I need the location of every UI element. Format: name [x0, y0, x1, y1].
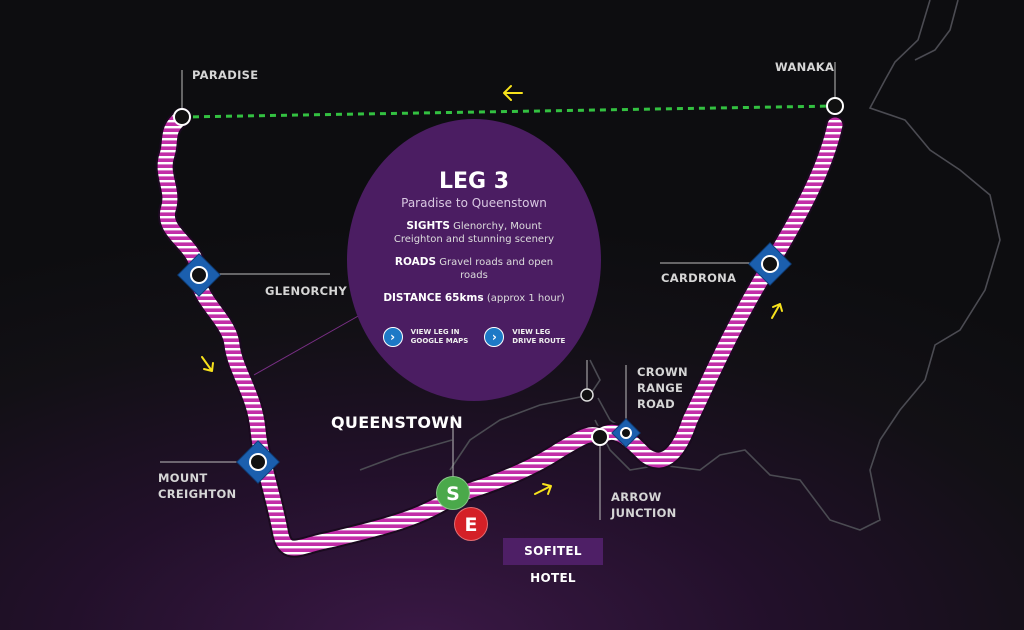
distance-note: (approx 1 hour)	[486, 293, 565, 304]
label-line: CROWN	[637, 365, 688, 379]
label-mount-creighton: MOUNT CREIGHTON	[158, 470, 236, 502]
link-line: DRIVE ROUTE	[512, 337, 566, 345]
distance-row: DISTANCE 65kms (approx 1 hour)	[347, 292, 601, 305]
route-leg	[155, 107, 845, 558]
sights-label: SIGHTS	[406, 220, 450, 232]
leg-links: › VIEW LEG IN GOOGLE MAPS › VIEW LEG DRI…	[347, 327, 601, 347]
link-text: VIEW LEG DRIVE ROUTE	[512, 328, 565, 346]
label-wanaka: WANAKA	[775, 60, 835, 74]
leg-title: LEG 3	[438, 169, 510, 194]
label-line: ROAD	[637, 397, 675, 411]
roads-label: ROADS	[394, 256, 437, 268]
label-cardrona: CARDRONA	[661, 271, 737, 285]
leader-lines	[160, 62, 836, 520]
link-line: VIEW LEG IN	[410, 328, 460, 336]
chevron-right-icon: ›	[484, 327, 505, 347]
link-line: VIEW LEG	[512, 328, 551, 336]
leg-subtitle: Paradise to Queenstown	[401, 196, 547, 210]
label-paradise: PARADISE	[192, 68, 259, 82]
hotel-label-button[interactable]: SOFITEL HOTEL	[503, 538, 603, 585]
sights-row: SIGHTS Glenorchy, Mount Creighton and st…	[347, 220, 601, 246]
waypoint-circle-icon[interactable]	[173, 97, 844, 471]
label-line: ARROW	[611, 490, 662, 504]
label-line: JUNCTION	[611, 506, 677, 520]
label-arrow-junction: ARROW JUNCTION	[611, 489, 677, 521]
label-line: CREIGHTON	[158, 487, 237, 501]
direction-arrow-icon	[201, 85, 783, 495]
view-drive-route-link[interactable]: › VIEW LEG DRIVE ROUTE	[484, 327, 565, 347]
roads-text: Gravel roads and open roads	[439, 257, 554, 281]
link-line: GOOGLE MAPS	[410, 337, 469, 345]
chevron-right-icon: ›	[382, 327, 403, 347]
return-route	[181, 104, 836, 119]
label-line: MOUNT	[158, 471, 208, 485]
terrain-outline	[359, 0, 1001, 531]
label-crown-range-road: CROWN RANGE ROAD	[637, 364, 688, 412]
leg-info-panel: LEG 3 Paradise to Queenstown SIGHTS Glen…	[347, 119, 601, 401]
sights-text: Glenorchy, Mount Creighton and stunning …	[393, 221, 555, 245]
roads-row: ROADS Gravel roads and open roads	[347, 256, 601, 282]
distance-value: 65kms	[444, 292, 484, 304]
label-line: RANGE	[637, 381, 684, 395]
start-badge[interactable]: S	[436, 476, 470, 510]
view-google-maps-link[interactable]: › VIEW LEG IN GOOGLE MAPS	[382, 327, 469, 347]
end-badge[interactable]: E	[454, 507, 488, 541]
callout-line	[253, 314, 361, 376]
link-text: VIEW LEG IN GOOGLE MAPS	[411, 328, 469, 346]
label-queenstown: QUEENSTOWN	[331, 413, 463, 432]
label-glenorchy: GLENORCHY	[265, 284, 347, 298]
distance-label: DISTANCE	[383, 292, 442, 304]
